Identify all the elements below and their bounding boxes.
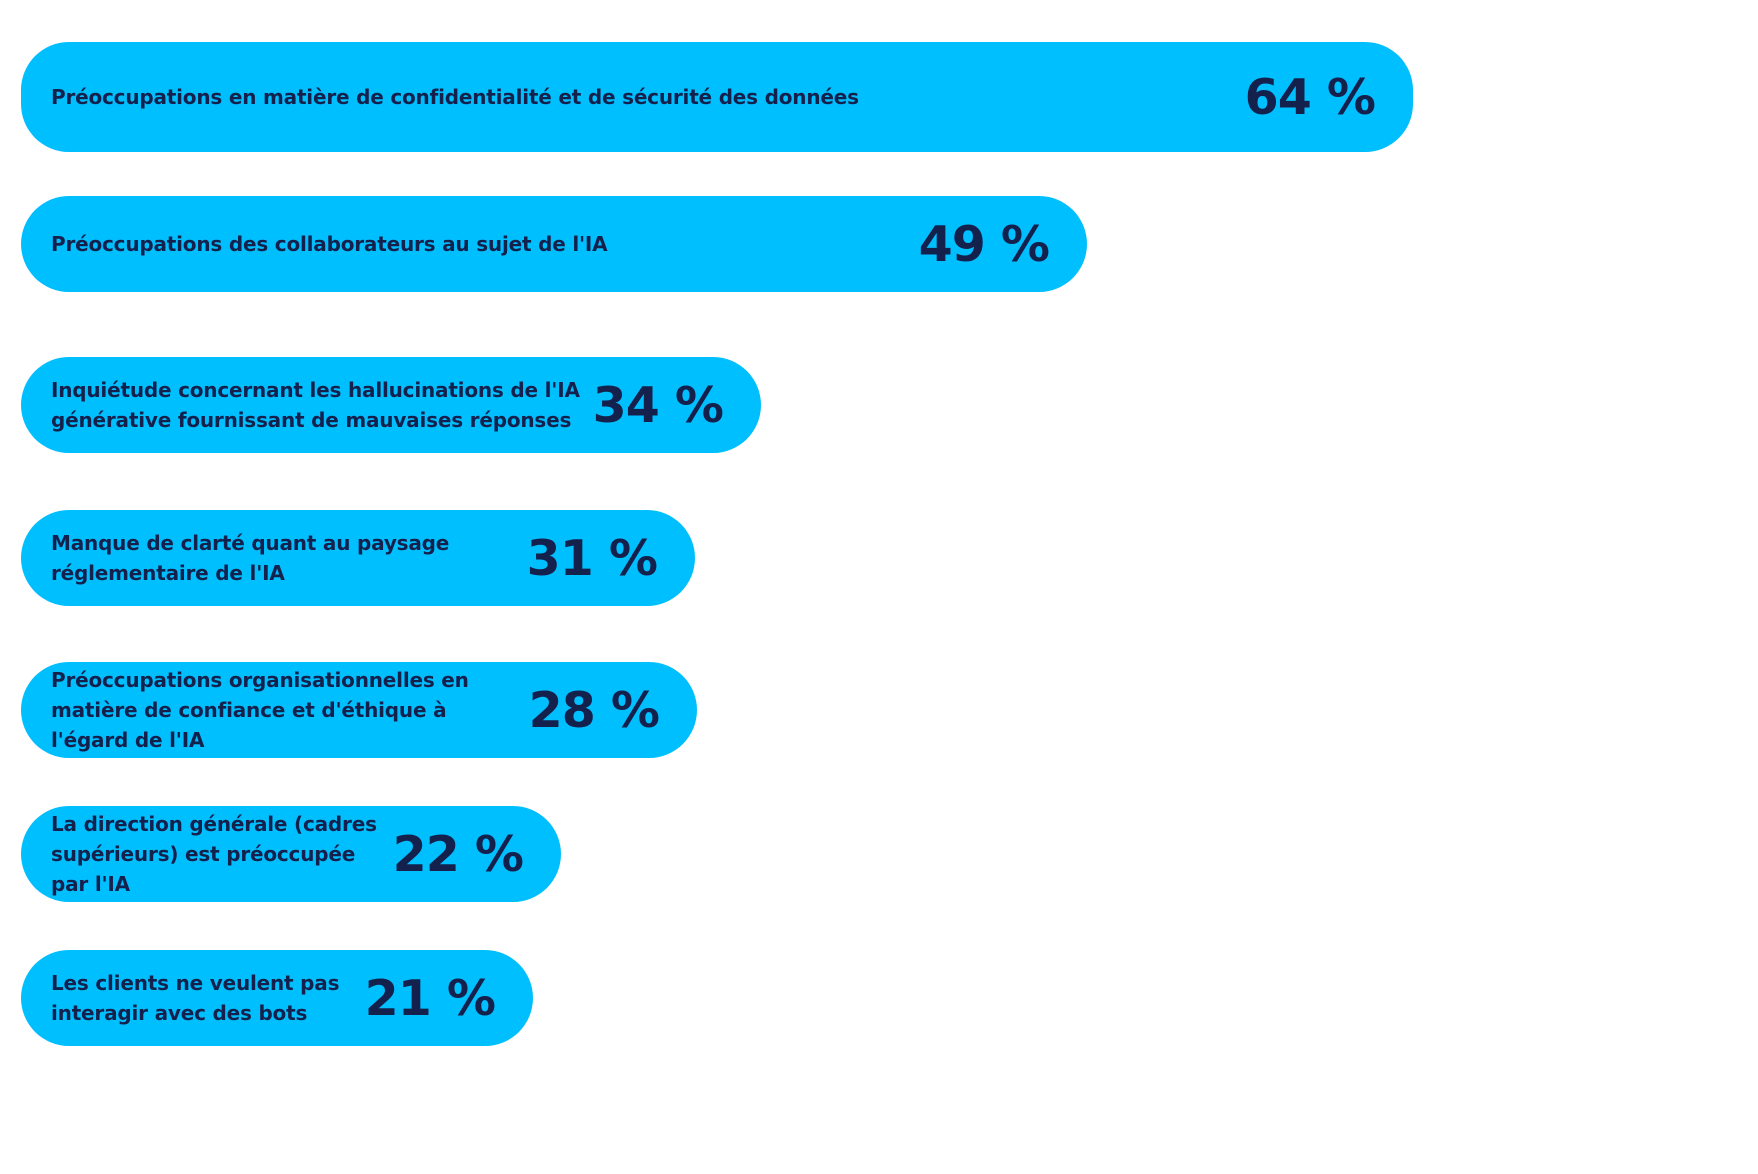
bar-6: La direction générale (cadres supérieurs… [21, 806, 561, 902]
bar-4: Manque de clarté quant au paysage réglem… [21, 510, 695, 606]
bar-label: La direction générale (cadres supérieurs… [51, 812, 377, 896]
bar-value-label: 49 % [918, 215, 1050, 273]
bar-label: Préoccupations organisationnelles en mat… [51, 668, 469, 752]
bar-value-label: 22 % [392, 825, 524, 883]
bar-3: Inquiétude concernant les hallucinations… [21, 357, 761, 453]
bar-label: Préoccupations en matière de confidentia… [51, 85, 859, 109]
bar-1: Préoccupations en matière de confidentia… [21, 42, 1413, 152]
bar-value-label: 31 % [526, 529, 658, 587]
bar-value-label: 34 % [592, 376, 724, 434]
bar-label: Manque de clarté quant au paysage réglem… [51, 531, 450, 585]
bar-label: Préoccupations des collaborateurs au suj… [51, 232, 608, 256]
bar-5: Préoccupations organisationnelles en mat… [21, 662, 697, 758]
bar-label: Inquiétude concernant les hallucinations… [51, 378, 580, 432]
bar-value-label: 28 % [528, 681, 660, 739]
bar-value-label: 21 % [364, 969, 496, 1027]
bar-label: Les clients ne veulent pas interagir ave… [51, 971, 340, 1025]
bar-2: Préoccupations des collaborateurs au suj… [21, 196, 1087, 292]
bar-value-label: 64 % [1244, 68, 1376, 126]
bar-7: Les clients ne veulent pas interagir ave… [21, 950, 533, 1046]
